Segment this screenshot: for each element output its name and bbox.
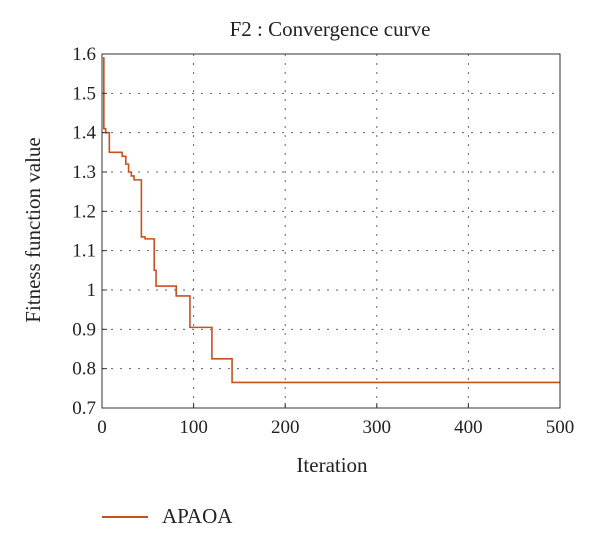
y-tick-label: 1.6 xyxy=(72,44,96,65)
y-tick-label: 1.1 xyxy=(72,241,96,262)
legend-line-swatch xyxy=(102,515,148,518)
x-tick-label: 100 xyxy=(179,417,208,438)
legend-label: APAOA xyxy=(162,504,233,528)
series-group xyxy=(102,57,560,384)
y-tick-label: 1 xyxy=(87,280,97,301)
x-tick-label: 0 xyxy=(97,417,107,438)
legend: APAOA xyxy=(102,504,232,529)
series-line-apaoa xyxy=(102,57,560,384)
y-tick-label: 0.8 xyxy=(72,359,96,380)
y-tick-label: 1.5 xyxy=(72,83,96,104)
y-tick-label: 0.9 xyxy=(72,319,96,340)
y-tick-label: 1.3 xyxy=(72,162,96,183)
x-tick-label: 300 xyxy=(363,417,392,438)
x-axis-label: Iteration xyxy=(296,453,368,477)
chart-title: F2 : Convergence curve xyxy=(230,17,431,41)
y-tick-label: 1.4 xyxy=(72,123,96,144)
y-tick-label: 0.7 xyxy=(72,398,96,419)
y-axis-label: Fitness function value xyxy=(21,137,45,322)
axis-ticks: 0 100 200 300 400 500 0.7 0.8 0.9 1 1.1 1.2 1.3 1.4 1.… xyxy=(72,44,574,438)
x-tick-label: 400 xyxy=(454,417,483,438)
plot-frame xyxy=(101,53,561,409)
x-tick-label: 200 xyxy=(271,417,300,438)
grid-lines xyxy=(102,54,560,408)
y-tick-label: 1.2 xyxy=(72,201,96,222)
x-tick-label: 500 xyxy=(546,417,575,438)
